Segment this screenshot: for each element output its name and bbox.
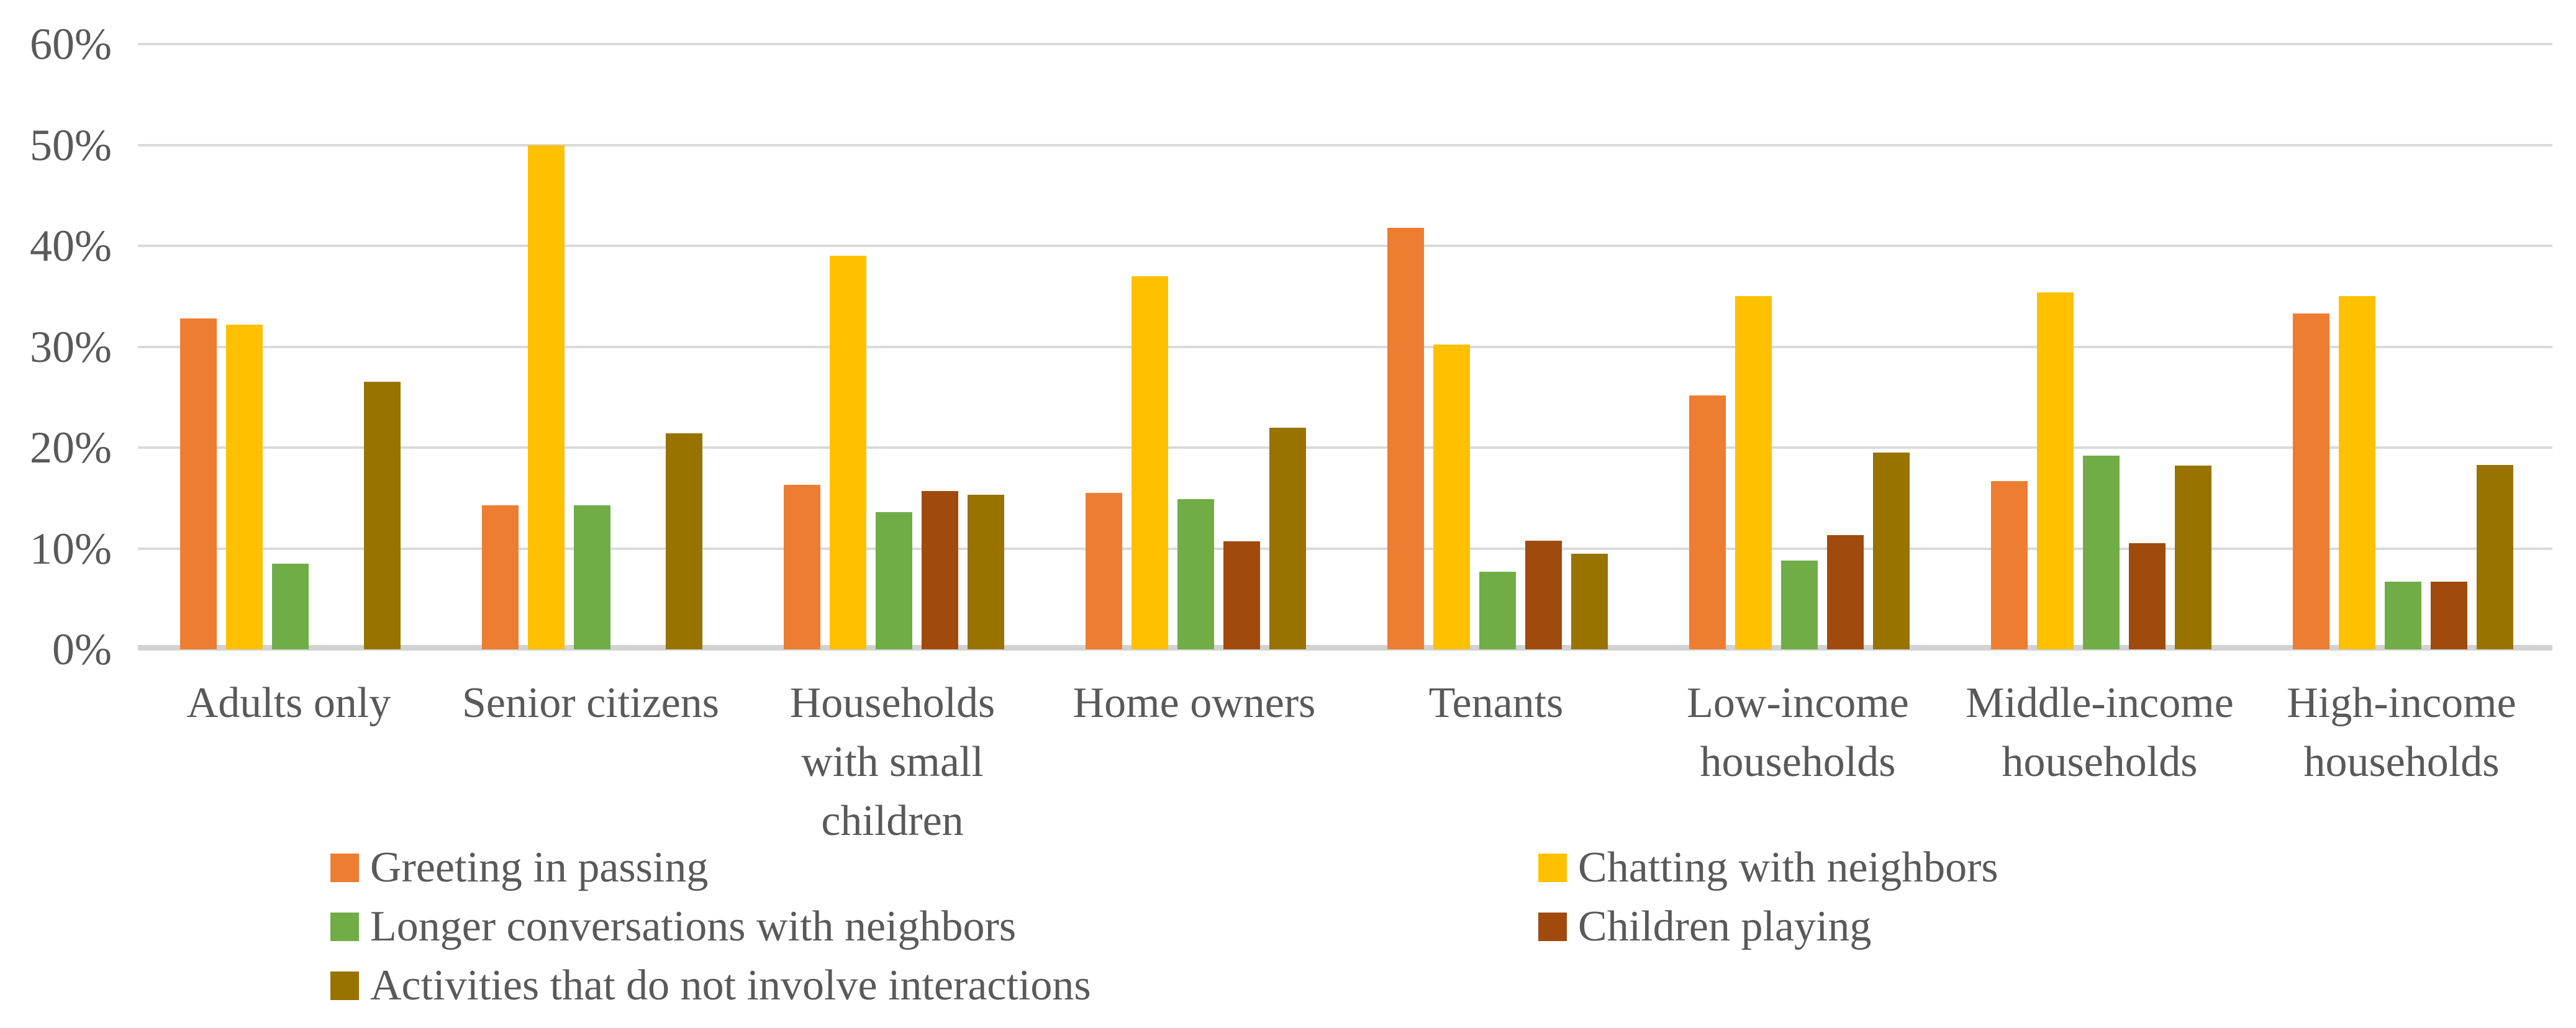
x-category-label: High-income households bbox=[2251, 674, 2552, 791]
x-category-label-line: Adults only bbox=[186, 679, 391, 727]
x-category-label-line: with small bbox=[801, 738, 984, 786]
y-tick-label: 20% bbox=[30, 423, 112, 472]
bar-group bbox=[1043, 44, 1345, 649]
bar-chatting-with-neighbors bbox=[1433, 345, 1470, 649]
bar-chatting-with-neighbors bbox=[2339, 296, 2375, 649]
legend-item: Longer conversations with neighbors bbox=[330, 898, 1016, 955]
gridline bbox=[138, 245, 2552, 248]
x-category-label-line: High-income bbox=[2287, 679, 2516, 727]
legend-label: Chatting with neighbors bbox=[1578, 844, 1998, 891]
bar-longer-conversations-with-neighbors bbox=[272, 563, 309, 649]
bar-greeting-in-passing bbox=[1689, 395, 1726, 649]
bar-group bbox=[742, 44, 1043, 649]
bar-children-playing bbox=[2431, 582, 2467, 649]
bar-chatting-with-neighbors bbox=[226, 324, 263, 649]
legend-swatch-icon bbox=[330, 913, 359, 941]
y-tick-label: 0% bbox=[52, 624, 112, 674]
gridline bbox=[138, 143, 2552, 147]
bar-longer-conversations-with-neighbors bbox=[2385, 582, 2421, 649]
bar-activities-that-do-not-involve-interactions bbox=[1269, 427, 1306, 649]
legend-swatch-icon bbox=[330, 972, 359, 1000]
gridline bbox=[138, 446, 2552, 449]
x-category-label-line: Low-income bbox=[1687, 679, 1909, 727]
x-category-label: Households with small children bbox=[742, 674, 1043, 850]
x-category-label: Low-income households bbox=[1647, 674, 1949, 791]
bar-chatting-with-neighbors bbox=[528, 145, 565, 649]
gridline bbox=[138, 547, 2552, 550]
x-category-label-line: Middle-income bbox=[1966, 679, 2234, 727]
bar-children-playing bbox=[1827, 535, 1864, 649]
y-tick-label: 30% bbox=[30, 322, 112, 372]
legend-swatch-icon bbox=[1538, 913, 1567, 941]
bar-group bbox=[2251, 44, 2552, 649]
x-category-label: Middle-income households bbox=[1949, 674, 2251, 791]
y-tick-label: 10% bbox=[30, 523, 112, 574]
bar-greeting-in-passing bbox=[784, 485, 820, 649]
legend-label: Longer conversations with neighbors bbox=[370, 903, 1017, 950]
y-tick-label: 60% bbox=[30, 19, 112, 69]
bar-activities-that-do-not-involve-interactions bbox=[2477, 464, 2513, 649]
x-category-label-line: Senior citizens bbox=[461, 679, 720, 727]
x-category-label-line: Home owners bbox=[1073, 679, 1316, 727]
bar-chatting-with-neighbors bbox=[1735, 296, 1772, 649]
bar-greeting-in-passing bbox=[2293, 313, 2329, 649]
bar-greeting-in-passing bbox=[1086, 493, 1122, 649]
bar-group bbox=[440, 44, 742, 649]
bar-group bbox=[1949, 44, 2251, 649]
bar-activities-that-do-not-involve-interactions bbox=[968, 495, 1004, 649]
bar-activities-that-do-not-involve-interactions bbox=[364, 382, 401, 649]
x-category-label-line: households bbox=[1700, 738, 1896, 786]
bar-chatting-with-neighbors bbox=[830, 256, 866, 649]
bar-children-playing bbox=[1525, 540, 1562, 649]
bar-greeting-in-passing bbox=[482, 505, 519, 649]
x-category-label-line: children bbox=[821, 797, 964, 845]
bar-longer-conversations-with-neighbors bbox=[1177, 498, 1214, 649]
bar-longer-conversations-with-neighbors bbox=[2083, 456, 2120, 649]
legend-swatch-icon bbox=[330, 854, 359, 882]
bar-activities-that-do-not-involve-interactions bbox=[1571, 553, 1608, 649]
x-category-label: Adults only bbox=[138, 674, 440, 733]
legend-item: Greeting in passing bbox=[330, 839, 708, 896]
bar-chatting-with-neighbors bbox=[1132, 276, 1168, 649]
bar-group bbox=[138, 44, 440, 649]
y-tick-label: 50% bbox=[30, 120, 112, 170]
bar-greeting-in-passing bbox=[180, 318, 217, 649]
bar-group bbox=[1345, 44, 1647, 649]
legend-label: Activities that do not involve interacti… bbox=[370, 962, 1091, 1009]
x-category-label-line: households bbox=[2303, 738, 2500, 786]
x-category-label: Home owners bbox=[1043, 674, 1345, 733]
plot-area bbox=[138, 43, 2552, 651]
legend-item: Children playing bbox=[1538, 898, 1871, 955]
bar-children-playing bbox=[922, 490, 958, 649]
bar-group bbox=[1647, 44, 1949, 649]
x-axis-line bbox=[138, 645, 2552, 651]
legend-item: Activities that do not involve interacti… bbox=[330, 957, 1091, 1014]
bar-longer-conversations-with-neighbors bbox=[1479, 571, 1516, 649]
x-category-label-line: Tenants bbox=[1428, 679, 1564, 727]
y-tick-label: 40% bbox=[30, 221, 112, 271]
x-category-label: Tenants bbox=[1345, 674, 1647, 733]
legend-label: Greeting in passing bbox=[370, 844, 709, 891]
bar-greeting-in-passing bbox=[1387, 227, 1424, 649]
gridline bbox=[138, 345, 2552, 348]
x-category-label-line: households bbox=[2002, 738, 2198, 786]
bar-children-playing bbox=[2129, 543, 2166, 649]
bar-chatting-with-neighbors bbox=[2037, 292, 2074, 649]
x-category-label: Senior citizens bbox=[440, 674, 742, 733]
bar-longer-conversations-with-neighbors bbox=[876, 512, 912, 649]
bar-activities-that-do-not-involve-interactions bbox=[2175, 466, 2211, 649]
legend-item: Chatting with neighbors bbox=[1538, 839, 1998, 896]
bar-activities-that-do-not-involve-interactions bbox=[1873, 453, 1910, 649]
legend-label: Children playing bbox=[1578, 903, 1872, 950]
gridline bbox=[138, 43, 2552, 45]
bar-longer-conversations-with-neighbors bbox=[1781, 561, 1818, 649]
legend-swatch-icon bbox=[1538, 854, 1567, 882]
x-category-label-line: Households bbox=[789, 679, 995, 727]
bar-children-playing bbox=[1223, 541, 1260, 649]
bar-greeting-in-passing bbox=[1991, 480, 2028, 649]
bar-activities-that-do-not-involve-interactions bbox=[666, 433, 702, 649]
bar-longer-conversations-with-neighbors bbox=[574, 505, 610, 649]
